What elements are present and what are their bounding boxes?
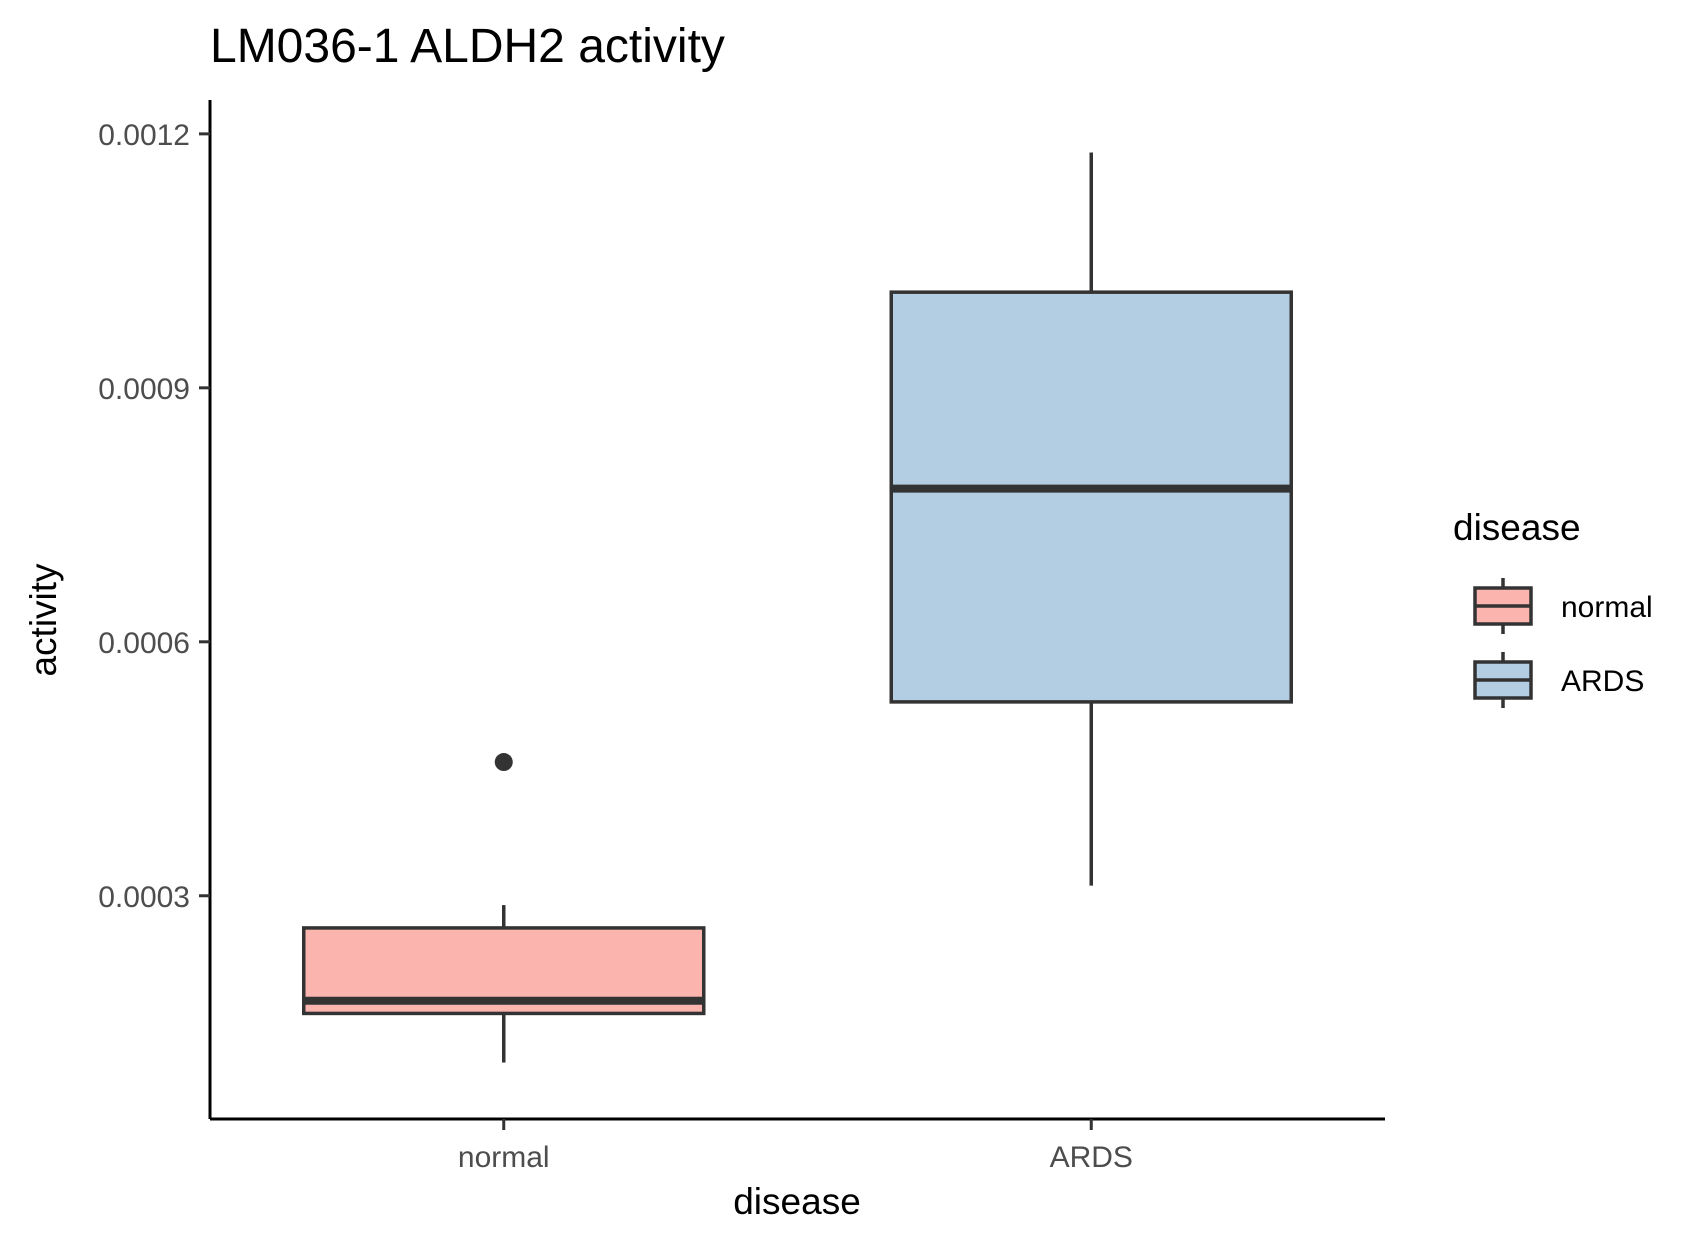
legend-key-normal — [1473, 578, 1533, 634]
chart-title: LM036-1 ALDH2 activity — [210, 20, 725, 73]
x-tick-label: normal — [458, 1141, 550, 1174]
x-tick-label: ARDS — [1050, 1141, 1133, 1174]
legend-label-ards: ARDS — [1561, 665, 1644, 698]
box-group-ards — [889, 152, 1293, 886]
legend: disease normal ARDS — [1453, 507, 1653, 708]
box — [889, 290, 1293, 704]
plot-area — [302, 152, 1293, 1063]
x-axis-title: disease — [733, 1181, 861, 1222]
y-tick-label: 0.0012 — [98, 119, 190, 152]
y-tick-label: 0.0006 — [98, 627, 190, 660]
y-tick-label: 0.0003 — [98, 881, 190, 914]
y-tick-label: 0.0009 — [98, 373, 190, 406]
legend-label-normal: normal — [1561, 591, 1653, 624]
box-group-normal — [302, 753, 706, 1063]
outlier-point — [494, 753, 513, 772]
legend-title: disease — [1453, 507, 1581, 548]
axes: 0.0003 0.0006 0.0009 0.0012 normal ARDS — [98, 100, 1385, 1174]
legend-key-ards — [1473, 652, 1533, 708]
y-axis-title: activity — [23, 563, 64, 677]
